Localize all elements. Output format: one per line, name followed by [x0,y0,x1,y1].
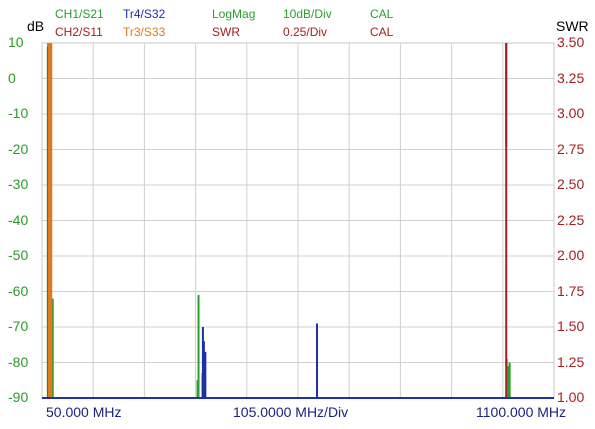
trace-header-item: SWR [212,25,240,39]
series-tr4-s32 [201,323,319,398]
trace-header-item: 0.25/Div [283,25,328,39]
right-axis-tick-label: 1.50 [557,318,585,334]
right-axis-tick-label: 3.25 [557,69,585,86]
right-axis-tick-label: 3.50 [557,34,585,50]
trace-header-item: 10dB/Div [283,7,332,21]
x-scale-label: 105.0000 MHz/Div [233,404,349,420]
trace-header-item: CH2/S11 [55,25,103,39]
left-axis-tick-label: -10 [8,105,29,121]
plot-traces [42,43,554,399]
left-axis-tick-label: -40 [8,211,29,228]
right-axis-tick-label: 2.25 [557,211,585,228]
x-start-label: 50.000 MHz [46,404,122,420]
trace-header-item: Tr4/S32 [123,7,166,21]
trace-header-item: Tr3/S33 [123,25,166,39]
right-axis-tick-label: 2.75 [557,140,585,157]
x-stop-label: 1100.000 MHz [476,404,567,420]
right-axis-tick-label: 1.25 [557,353,585,370]
plot-grid [41,42,555,399]
left-axis-unit: dB [27,18,45,34]
left-axis-tick-label: -60 [8,282,29,299]
left-axis-tick-label: -20 [8,140,29,157]
trace-header-item: CAL [370,7,394,21]
series-tr3-s33 [47,43,53,398]
right-axis-tick-label: 2.50 [557,176,585,192]
trace-header-item: LogMag [212,7,256,21]
right-axis-unit: SWR [556,18,589,34]
left-axis-tick-label: 0 [8,69,16,86]
right-axis-tick-label: 2.00 [557,247,585,263]
trace-header-item: CAL [370,25,394,39]
left-axis-tick-label: -70 [8,318,29,334]
right-axis-tick-label: 3.00 [557,105,585,121]
left-axis-tick-label: 10 [8,34,24,50]
right-axis-tick-label: 1.75 [557,282,585,299]
right-axis-tick-label: 1.00 [557,389,585,405]
left-axis-tick-label: -30 [8,176,29,192]
left-axis-tick-label: -50 [8,247,29,263]
left-axis-tick-label: -90 [8,389,29,405]
left-axis-tick-label: -80 [8,353,29,370]
trace-header-item: CH1/S21 [55,7,104,21]
